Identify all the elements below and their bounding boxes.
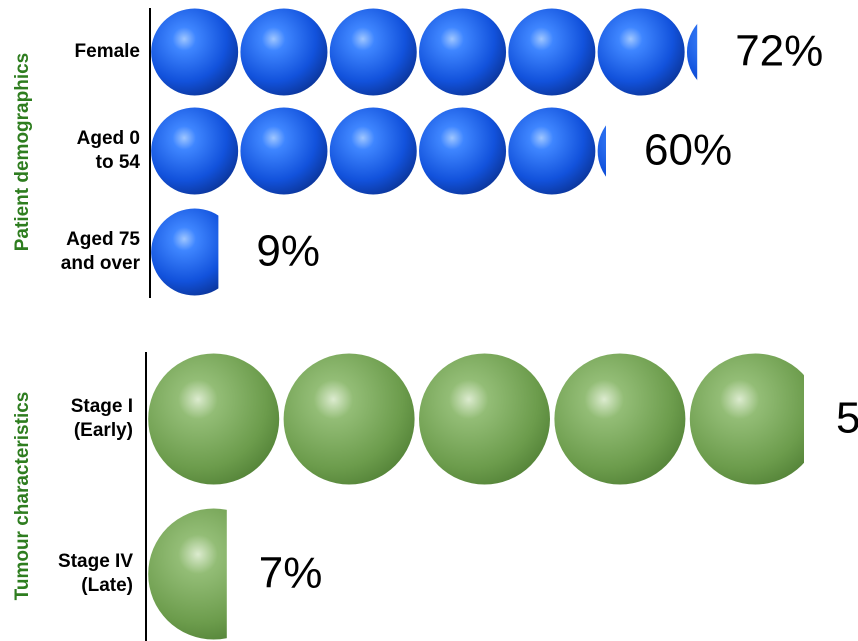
bar-0-2 [151,208,219,296]
sphere-mark [597,125,606,177]
sphere-mark [597,8,685,96]
value-label: 7% [259,549,323,598]
sphere-mark [329,107,417,195]
category-label: (Late) [81,575,133,596]
category-label: Aged 0 [77,128,140,149]
category-label: (Early) [74,420,133,441]
sphere-mark [148,353,280,485]
sphere-mark [151,208,219,296]
sphere-mark [419,8,507,96]
category-label: Stage IV [58,551,133,572]
bar-1-0 [148,353,804,485]
sphere-mark [689,353,804,485]
sphere-mark [148,508,227,640]
category-label: Aged 75 [66,229,140,250]
sphere-mark [419,353,550,485]
bar-0-0 [151,8,698,96]
category-label: and over [61,253,141,274]
category-label: Stage I [71,396,133,417]
category-label: to 54 [96,152,141,173]
sphere-mark [283,353,415,485]
category-label: Female [75,41,140,62]
bar-0-1 [151,107,606,195]
sphere-mark [686,23,698,81]
sphere-mark [508,107,596,195]
sphere-mark [329,8,417,96]
sphere-mark [419,107,507,195]
sphere-mark [240,8,328,96]
value-label: 9% [256,227,320,276]
sphere-mark [554,353,686,485]
value-label: 60% [644,126,732,175]
value-label: 57% [836,394,858,443]
group-title-tumour-characteristics: Tumour characteristics [12,392,33,601]
sphere-mark [508,8,596,96]
bar-1-1 [148,508,227,640]
value-label: 72% [735,27,823,76]
sphere-mark [240,107,328,195]
sphere-mark [151,107,239,195]
sphere-mark [151,8,239,96]
group-title-patient-demographics: Patient demographics [12,53,33,252]
